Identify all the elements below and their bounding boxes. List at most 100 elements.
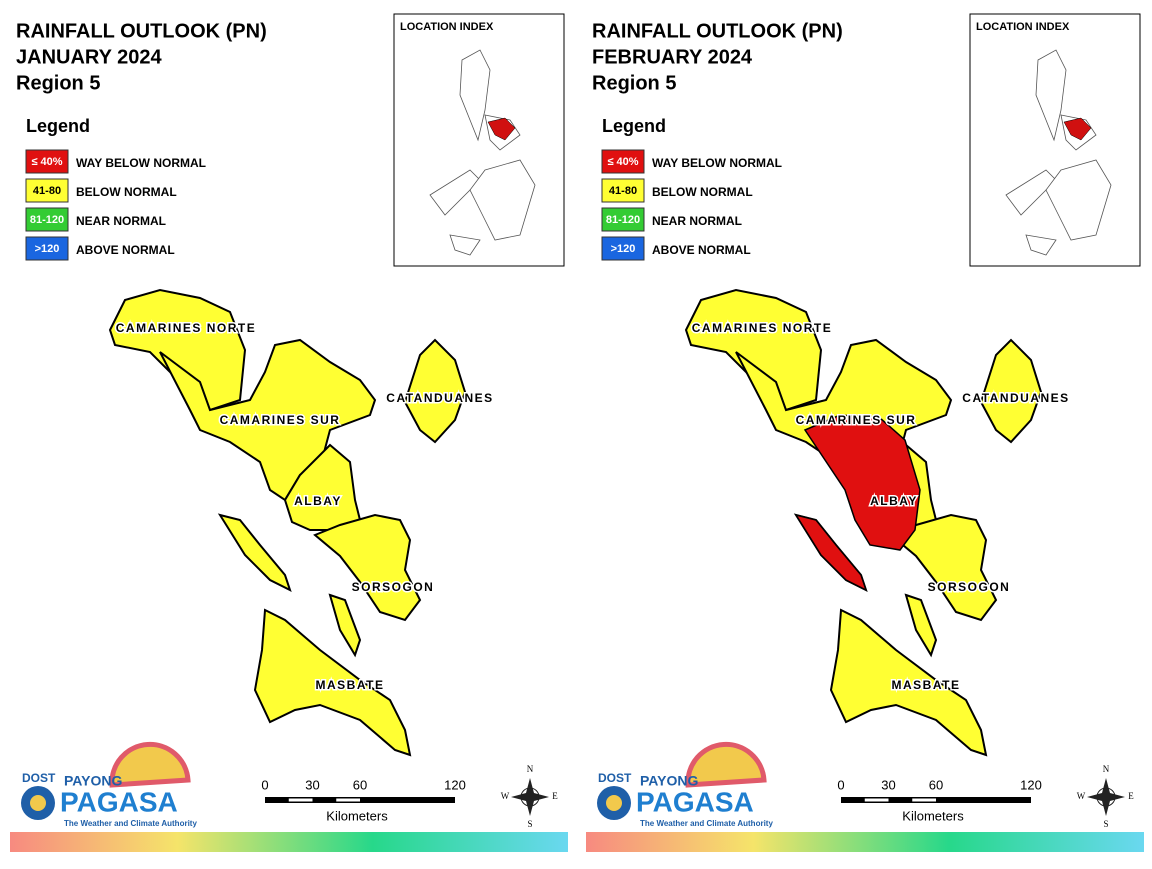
legend-swatch — [601, 207, 645, 232]
province — [403, 338, 467, 444]
province — [979, 338, 1043, 444]
footer-gradient — [586, 832, 1144, 852]
legend-swatch — [25, 236, 69, 261]
logo-agency: DOST — [598, 771, 632, 785]
province-label: ALBAY — [870, 494, 918, 508]
legend-swatch — [601, 236, 645, 261]
province — [313, 513, 422, 622]
island — [328, 593, 362, 658]
logo-tagline: The Weather and Climate Authority — [64, 819, 197, 828]
compass-ring — [520, 787, 540, 807]
legend-swatch-label: >120 — [611, 243, 636, 255]
logo-agency: DOST — [22, 771, 56, 785]
province-label: CAMARINES SUR — [220, 413, 341, 427]
location-index-title: LOCATION INDEX — [976, 21, 1070, 33]
scale-tick-label: 120 — [444, 777, 466, 792]
logo-brand-top: PAYONG — [64, 773, 122, 789]
legend-label: WAY BELOW NORMAL — [652, 156, 782, 170]
legend-swatch-label: >120 — [35, 243, 60, 255]
title-line: Region 5 — [16, 72, 100, 94]
legend-label: NEAR NORMAL — [76, 214, 166, 228]
way-below-area — [803, 414, 921, 551]
province-label: CAMARINES SUR — [796, 413, 917, 427]
province-label: SORSOGON — [928, 580, 1011, 594]
index-island — [449, 234, 481, 256]
legend-swatch — [25, 149, 69, 174]
province-label: MASBATE — [892, 678, 961, 692]
title-line: FEBRUARY 2024 — [592, 46, 753, 68]
province-label: CATANDUANES — [386, 391, 493, 405]
scale-unit: Kilometers — [902, 808, 964, 823]
legend-title: Legend — [26, 116, 90, 136]
legend-swatch — [601, 178, 645, 203]
logo-tagline: The Weather and Climate Authority — [640, 819, 773, 828]
legend-label: ABOVE NORMAL — [76, 243, 175, 257]
way-below-area — [794, 513, 868, 592]
compass-letter: W — [501, 791, 510, 801]
scale-tick-label: 30 — [305, 777, 319, 792]
province-label: MASBATE — [316, 678, 385, 692]
location-index-title: LOCATION INDEX — [400, 21, 494, 33]
title-line: Region 5 — [592, 72, 676, 94]
legend-label: BELOW NORMAL — [652, 185, 753, 199]
province — [283, 443, 362, 531]
compass-ring — [1096, 787, 1116, 807]
scale-segment — [864, 798, 889, 802]
scale-tick-label: 60 — [353, 777, 367, 792]
compass-letter: S — [1103, 819, 1108, 829]
legend-swatch — [601, 149, 645, 174]
compass-letter: E — [1128, 791, 1134, 801]
legend-label: WAY BELOW NORMAL — [76, 156, 206, 170]
panel-january: RAINFALL OUTLOOK (PN) JANUARY 2024 Region … — [10, 13, 568, 852]
scale-tick-label: 0 — [837, 777, 844, 792]
province — [829, 608, 988, 757]
panel-february: RAINFALL OUTLOOK (PN) FEBRUARY 2024 Region… — [586, 13, 1144, 852]
scale-tick-label: 0 — [261, 777, 268, 792]
legend-title: Legend — [602, 116, 666, 136]
legend-swatch-label: 41-80 — [33, 185, 61, 197]
logo-brand: PAGASA — [60, 786, 178, 817]
legend-label: BELOW NORMAL — [76, 185, 177, 199]
scale-segment — [912, 798, 936, 802]
scale-tick-label: 60 — [929, 777, 943, 792]
logo-seal-inner — [30, 795, 46, 811]
scale-tick-label: 30 — [881, 777, 895, 792]
legend-swatch — [25, 207, 69, 232]
compass-letter: W — [1077, 791, 1086, 801]
index-island — [1045, 159, 1112, 241]
logo-brand: PAGASA — [636, 786, 754, 817]
province — [253, 608, 412, 757]
province-label: CATANDUANES — [962, 391, 1069, 405]
scale-tick-label: 120 — [1020, 777, 1042, 792]
province-label: ALBAY — [294, 494, 342, 508]
index-island — [1025, 234, 1057, 256]
compass-letter: E — [552, 791, 558, 801]
legend-swatch-label: 41-80 — [609, 185, 637, 197]
island — [217, 513, 292, 592]
index-island — [469, 159, 536, 241]
scale-segment — [336, 798, 360, 802]
logo-umbrella — [685, 741, 767, 788]
legend-swatch-label: ≤ 40% — [607, 156, 638, 168]
index-island — [459, 49, 491, 142]
legend-swatch — [25, 178, 69, 203]
logo-umbrella — [109, 741, 191, 788]
legend-label: NEAR NORMAL — [652, 214, 742, 228]
province — [684, 288, 823, 412]
province-label: CAMARINES NORTE — [116, 321, 257, 335]
scale-segment — [288, 798, 313, 802]
logo-seal-inner — [606, 795, 622, 811]
province-label: SORSOGON — [352, 580, 435, 594]
island — [904, 593, 938, 658]
footer-gradient — [10, 832, 568, 852]
compass-rose — [1087, 778, 1125, 816]
legend-label: ABOVE NORMAL — [652, 243, 751, 257]
legend-swatch-label: 81-120 — [606, 214, 640, 226]
compass-letter: N — [527, 764, 534, 774]
compass-rose — [511, 778, 549, 816]
index-highlight — [1063, 117, 1092, 141]
index-highlight — [487, 117, 516, 141]
title-line: RAINFALL OUTLOOK (PN) — [592, 20, 843, 42]
title-line: JANUARY 2024 — [16, 46, 163, 68]
